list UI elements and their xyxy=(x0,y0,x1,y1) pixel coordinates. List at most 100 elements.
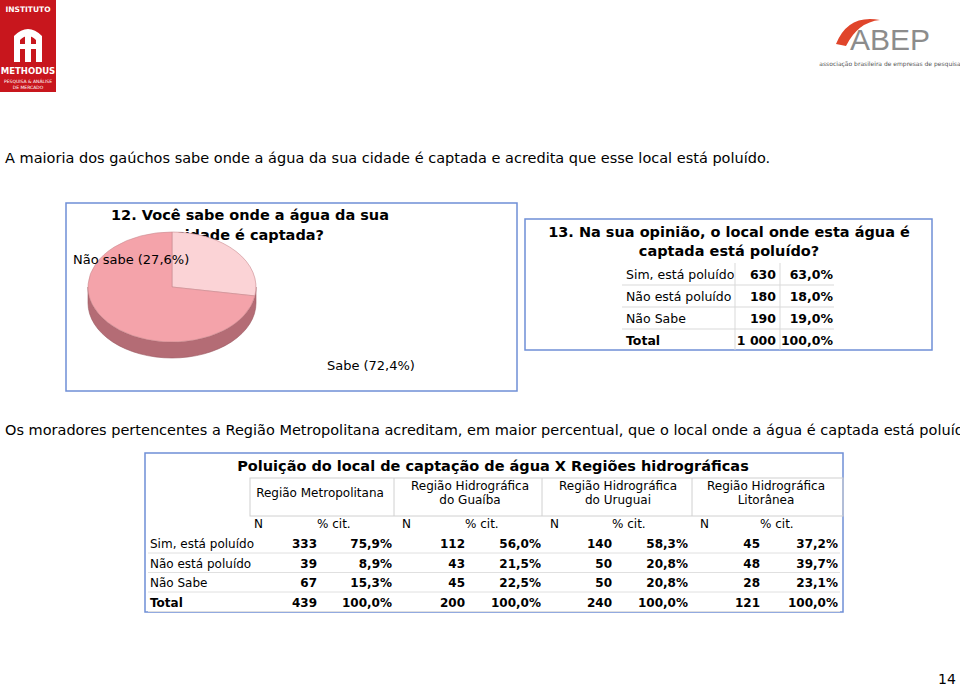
slice-category: Sabe xyxy=(327,358,359,373)
text-line: Litorânea xyxy=(738,493,795,507)
slice-label: Não sabe (27,6%) xyxy=(73,252,189,267)
table2-cell: 39,7% xyxy=(796,557,838,571)
logo-text: INSTITUTO xyxy=(5,5,50,14)
col-rule xyxy=(780,263,781,350)
table2-cell: 56,0% xyxy=(499,537,541,551)
table2-cell: 45 xyxy=(448,576,465,590)
col-rule xyxy=(542,478,543,516)
group-header: Região Hidrográficado Guaíba xyxy=(411,479,529,507)
text-line: captada está poluído? xyxy=(639,243,819,259)
row-rule xyxy=(148,553,840,554)
row-rule xyxy=(622,285,834,286)
headline: Os moradores pertencentes a Região Metro… xyxy=(5,422,960,438)
subheader: % cit. xyxy=(465,517,499,531)
headline: A maioria dos gaúchos sabe onde a água d… xyxy=(5,150,770,166)
table2-cell: 100,0% xyxy=(491,596,541,610)
slice-value: (27,6%) xyxy=(138,252,189,267)
table2-cell: 100,0% xyxy=(788,596,838,610)
table2-cell: 20,8% xyxy=(646,576,688,590)
group-header: Região Hidrográficado Uruguai xyxy=(559,479,677,507)
subheader: N xyxy=(700,517,709,531)
table1-cell: 630 xyxy=(750,267,776,282)
text-line: 13. Na sua opinião, o local onde esta ág… xyxy=(548,224,910,240)
table2-cell: Total xyxy=(150,596,183,610)
logo-text: DE MERCADO xyxy=(13,85,44,90)
table2-cell: 21,5% xyxy=(499,557,541,571)
table2-cell: 45 xyxy=(743,537,760,551)
table2-cell: Sim, está poluído xyxy=(150,537,254,551)
page: INSTITUTOMETHODUSPESQUISA & ANÁLISEDE ME… xyxy=(0,0,960,688)
subheader: % cit. xyxy=(612,517,646,531)
text-line: do Guaíba xyxy=(439,493,500,507)
table2-title: Poluição do local de captação de água X … xyxy=(237,458,749,474)
table2-cell: 48 xyxy=(743,557,760,571)
text-line: 12. Você sabe onde a água da sua xyxy=(111,207,389,223)
table2-cell: 15,3% xyxy=(350,576,392,590)
pie-slice xyxy=(88,232,255,342)
table2-cell: 37,2% xyxy=(796,537,838,551)
table1-frame xyxy=(525,219,932,350)
row-rule xyxy=(148,572,840,573)
col-rule xyxy=(735,263,736,350)
table1-cell: 1 000 xyxy=(737,333,776,348)
text-line: Região Hidrográfica xyxy=(411,479,529,493)
table2-cell: 121 xyxy=(735,596,760,610)
logo-text: associação brasileira de empresas de pes… xyxy=(819,60,960,68)
page-number: 14 xyxy=(938,671,956,687)
text-line: Região Hidrográfica xyxy=(559,479,677,493)
row-rule xyxy=(622,307,834,308)
slice-value: (72,4%) xyxy=(363,358,414,373)
table1-cell: Não está poluído xyxy=(626,289,731,304)
group-header: Região HidrográficaLitorânea xyxy=(707,479,825,507)
subheader: % cit. xyxy=(760,517,794,531)
table2-cell: 100,0% xyxy=(638,596,688,610)
text-line: Região Hidrográfica xyxy=(707,479,825,493)
table1-cell: 63,0% xyxy=(790,267,834,282)
table1-cell: 190 xyxy=(750,311,776,326)
icon-arch xyxy=(14,29,42,62)
table2-cell: 67 xyxy=(300,576,317,590)
table1-cell: 19,0% xyxy=(790,311,834,326)
logo-text: PESQUISA & ANÁLISE xyxy=(4,78,52,84)
table2-cell: 50 xyxy=(595,576,612,590)
table2-cell: 20,8% xyxy=(646,557,688,571)
subheader: N xyxy=(402,517,411,531)
pie-slices xyxy=(88,232,256,342)
table2-cell: Não Sabe xyxy=(150,576,207,590)
subheader: % cit. xyxy=(317,517,351,531)
row-rule xyxy=(148,611,840,612)
table2-cell: 100,0% xyxy=(342,596,392,610)
table2-cell: 39 xyxy=(300,557,317,571)
col-rule xyxy=(394,478,395,516)
table1-cell: 100,0% xyxy=(781,333,834,348)
table2-cell: 333 xyxy=(292,537,317,551)
table2-cell: 8,9% xyxy=(359,557,392,571)
group-header-box xyxy=(250,478,843,516)
subheader: N xyxy=(254,517,263,531)
text-line: Região Metropolitana xyxy=(256,486,384,500)
table2-cell: 240 xyxy=(587,596,612,610)
chart-frame xyxy=(66,203,517,391)
table2-cell: 28 xyxy=(743,576,760,590)
table1-cell: Não Sabe xyxy=(626,311,686,326)
table2-cell: Não está poluído xyxy=(150,557,251,571)
table2-cell: 439 xyxy=(292,596,317,610)
row-rule xyxy=(622,329,834,330)
table2-cell: 50 xyxy=(595,557,612,571)
table1-cell: Total xyxy=(626,333,660,348)
col-rule xyxy=(692,478,693,516)
table2-cell: 58,3% xyxy=(646,537,688,551)
table2-cell: 43 xyxy=(448,557,465,571)
table1-cell: 18,0% xyxy=(790,289,834,304)
table2-cell: 112 xyxy=(440,537,465,551)
table2-frame xyxy=(145,453,843,612)
icon-bar xyxy=(19,44,37,49)
table2-cell: 23,1% xyxy=(796,576,838,590)
row-rule xyxy=(148,592,840,593)
table1-cell: Sim, está poluído xyxy=(626,267,734,282)
slice-category: Não sabe xyxy=(73,252,134,267)
table2-cell: 140 xyxy=(587,537,612,551)
table1-cell: 180 xyxy=(750,289,776,304)
group-header: Região Metropolitana xyxy=(256,486,384,500)
methodus-icon xyxy=(14,29,42,62)
